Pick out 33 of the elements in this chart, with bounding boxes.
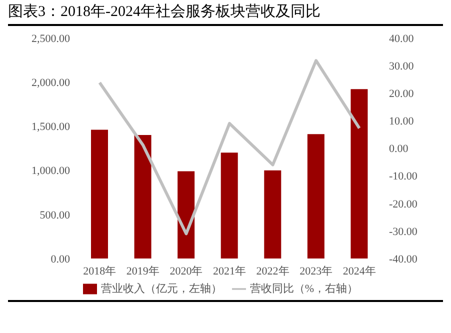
bar	[178, 171, 195, 259]
y-tick-label: 500.00	[40, 209, 70, 222]
bar	[307, 134, 324, 259]
legend-label: 营收同比（%，右轴）	[250, 282, 358, 295]
x-tick-label: 2022年	[256, 265, 290, 278]
y-tick-label: 2,000.00	[32, 77, 70, 90]
y2-tick-label: -20.00	[389, 198, 418, 210]
y-tick-label: 0.00	[50, 253, 70, 266]
y2-tick-label: 10.00	[389, 116, 414, 128]
y2-tick-label: 40.00	[389, 32, 414, 45]
y2-tick-label: -30.00	[389, 226, 418, 238]
x-tick-label: 2020年	[170, 265, 203, 278]
x-tick-label: 2018年	[83, 265, 116, 278]
bar	[264, 170, 282, 259]
bar	[134, 135, 152, 259]
x-tick-label: 2024年	[342, 265, 376, 278]
x-tick-label: 2019年	[126, 265, 160, 278]
bar	[350, 89, 368, 259]
legend-label: 营业收入（亿元，左轴）	[100, 282, 222, 295]
bar	[220, 152, 238, 259]
y2-tick-label: 30.00	[389, 60, 414, 72]
y2-tick-label: 0.00	[389, 143, 409, 156]
y-tick-label: 1,500.00	[32, 121, 70, 134]
x-tick-label: 2021年	[213, 265, 246, 278]
bar	[91, 130, 108, 259]
line-series	[98, 59, 361, 236]
y2-tick-label: -10.00	[389, 170, 418, 183]
y2-tick-label: 20.00	[389, 88, 414, 100]
y-tick-label: 2,500.00	[32, 32, 70, 45]
chart-title: 图表3：2018年-2024年社会服务板块营收及同比	[8, 2, 443, 26]
y2-tick-label: -40.00	[389, 253, 418, 266]
y-tick-label: 1,000.00	[32, 165, 70, 178]
x-tick-label: 2023年	[300, 265, 333, 278]
